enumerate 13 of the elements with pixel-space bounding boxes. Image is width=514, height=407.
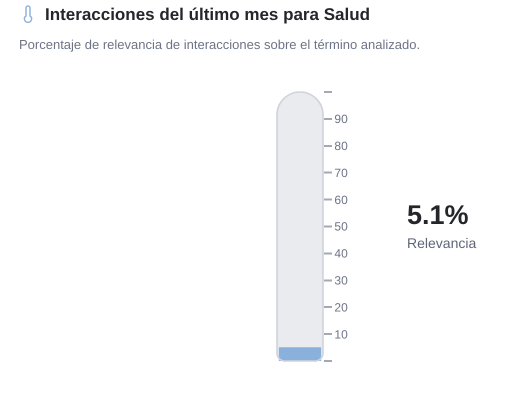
y-tick-label: 10 — [334, 327, 348, 342]
chart-title: Interacciones del último mes para Salud — [45, 4, 370, 24]
chart-subtitle: Porcentaje de relevancia de interacciones sobre el término analizado. — [19, 37, 420, 52]
y-tick-label: 70 — [334, 166, 348, 180]
y-tick-label: 60 — [334, 192, 348, 207]
text: Relevancia — [407, 235, 476, 251]
y-tick-label: 40 — [334, 246, 348, 261]
text: 5.1% — [407, 200, 469, 230]
y-tick-label: 50 — [334, 220, 348, 234]
y-tick-label: 90 — [334, 112, 348, 126]
y-tick-label: 30 — [334, 274, 348, 288]
y-tick-label: 20 — [334, 300, 348, 314]
y-tick-label: 80 — [334, 139, 348, 153]
